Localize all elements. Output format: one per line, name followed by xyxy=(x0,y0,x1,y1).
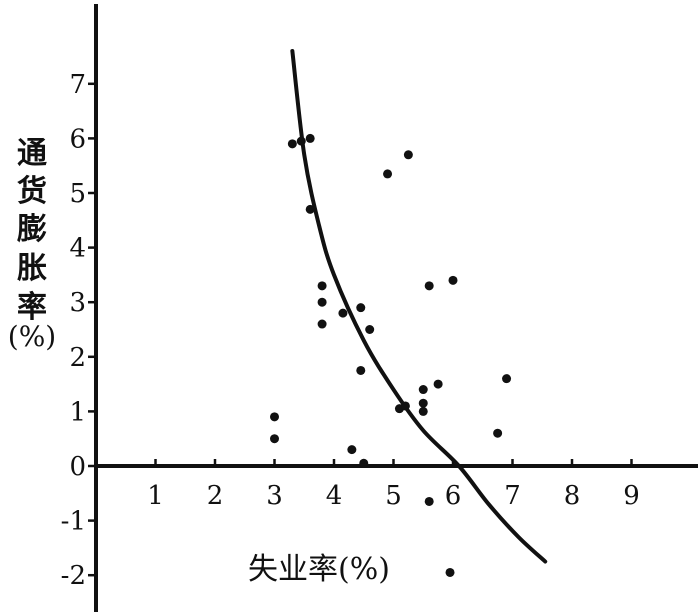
data-point xyxy=(365,325,375,334)
y-tick-label: 6 xyxy=(69,124,86,154)
x-tick-label: 4 xyxy=(326,481,343,511)
curve-layer xyxy=(290,49,548,564)
ticks xyxy=(88,82,633,577)
axes xyxy=(94,4,698,612)
data-point xyxy=(305,133,315,143)
data-point xyxy=(403,150,413,160)
y-axis-label-char-5: 率 xyxy=(17,290,47,325)
data-point xyxy=(338,308,348,318)
data-point xyxy=(424,281,434,291)
data-point xyxy=(347,445,357,455)
data-point xyxy=(359,458,369,468)
x-tick-label: 1 xyxy=(147,481,164,511)
y-tick-label: 5 xyxy=(69,179,86,209)
data-point xyxy=(270,412,279,422)
y-tick-label: 1 xyxy=(69,397,86,427)
data-point xyxy=(356,303,366,313)
data-point xyxy=(383,169,393,179)
x-tick-label: 5 xyxy=(385,481,402,511)
data-point xyxy=(296,136,306,146)
data-point xyxy=(424,496,434,506)
y-tick-label: 3 xyxy=(69,288,86,318)
data-point xyxy=(305,204,315,214)
y-tick-label: -1 xyxy=(61,507,86,537)
y-axis-label-char-2: 货 xyxy=(17,174,47,209)
data-point xyxy=(270,434,279,444)
data-point xyxy=(418,406,428,416)
data-point xyxy=(418,398,428,408)
x-tick-label: 7 xyxy=(504,481,521,511)
y-tick-label: 7 xyxy=(69,70,86,100)
y-axis-label-char-3: 膨 xyxy=(17,212,47,247)
data-point xyxy=(287,139,297,149)
y-tick-label: -2 xyxy=(61,561,86,591)
y-tick-label: 0 xyxy=(69,452,86,482)
data-point xyxy=(317,319,327,329)
data-point xyxy=(317,297,327,307)
x-tick-label: 9 xyxy=(623,481,640,511)
data-point xyxy=(418,385,428,395)
y-tick-label: 4 xyxy=(69,234,86,264)
x-tick-label: 6 xyxy=(445,481,462,511)
phillips-curve xyxy=(290,49,548,564)
x-tick-label: 8 xyxy=(564,481,581,511)
data-point xyxy=(317,281,327,291)
data-point xyxy=(356,365,366,375)
data-point xyxy=(502,374,512,384)
x-tick-label: 3 xyxy=(266,481,283,511)
data-point xyxy=(400,401,410,411)
tick-labels: 1 2 3 4 5 6 7 8 9 -2 -1 0 1 2 3 4 5 6 7 xyxy=(61,70,640,591)
x-tick-label: 2 xyxy=(207,481,224,511)
data-point xyxy=(445,567,455,577)
data-point xyxy=(433,379,443,389)
data-point xyxy=(493,428,503,438)
y-axis-label-unit: (%) xyxy=(7,320,57,353)
y-axis-label-char-1: 通 xyxy=(17,136,47,171)
x-axis-label: 失业率(%) xyxy=(248,552,390,587)
y-axis-label-char-4: 胀 xyxy=(17,251,47,286)
data-point xyxy=(448,275,458,285)
points-layer xyxy=(270,133,512,577)
y-tick-label: 2 xyxy=(69,343,86,373)
